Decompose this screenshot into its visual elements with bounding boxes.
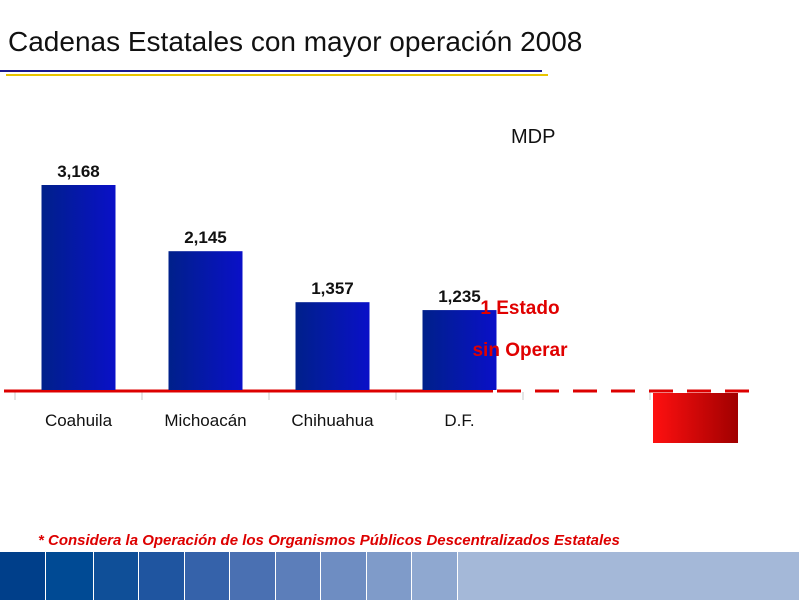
footer-strip-cell xyxy=(94,552,139,600)
no-operation-bar xyxy=(653,393,738,443)
footer-strip-cell xyxy=(0,552,46,600)
category-label: Michoacán xyxy=(164,411,246,430)
category-label: Coahuila xyxy=(45,411,113,430)
data-label: 2,145 xyxy=(184,228,227,247)
page-title: Cadenas Estatales con mayor operación 20… xyxy=(8,26,583,57)
footer-strip-cell xyxy=(46,552,94,600)
bar-coahuila xyxy=(41,185,116,390)
data-label: 1,357 xyxy=(311,279,354,298)
footer-strip-cell xyxy=(321,552,367,600)
footer-color-strip xyxy=(0,552,800,600)
bar-chihuahua xyxy=(295,302,370,390)
footer-strip-cell xyxy=(230,552,276,600)
annotation-line-1: 1 Estado xyxy=(480,298,560,319)
title-underline-blue xyxy=(0,70,542,72)
category-label: D.F. xyxy=(444,411,474,430)
footer-strip-cell xyxy=(367,552,412,600)
footer-strip-cell xyxy=(185,552,230,600)
annotation-line-2: sin Operar xyxy=(472,340,568,361)
data-label: 1,235 xyxy=(438,287,481,306)
footer-strip-cell xyxy=(276,552,321,600)
footer-strip-cell xyxy=(139,552,185,600)
bar-michoac-n xyxy=(168,251,243,390)
footer-strip-cell xyxy=(458,552,800,600)
footnote: * Considera la Operación de los Organism… xyxy=(38,532,620,549)
footer-strip-cell xyxy=(412,552,458,600)
data-label: 3,168 xyxy=(57,162,100,181)
bar-d-f- xyxy=(422,310,497,390)
unit-label: MDP xyxy=(511,126,556,148)
title-underline-yellow xyxy=(6,74,548,76)
category-label: Chihuahua xyxy=(291,411,374,430)
